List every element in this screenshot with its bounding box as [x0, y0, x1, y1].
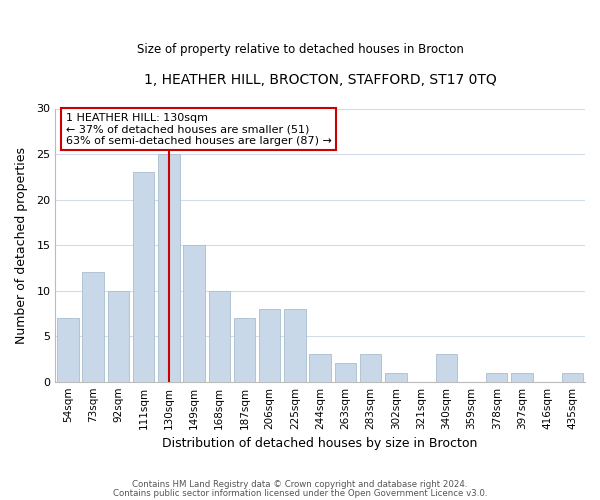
Bar [436, 354, 457, 382]
Bar [259, 309, 280, 382]
Text: Contains HM Land Registry data © Crown copyright and database right 2024.: Contains HM Land Registry data © Crown c… [132, 480, 468, 489]
Bar [82, 272, 104, 382]
Bar [562, 372, 583, 382]
Bar [158, 154, 179, 382]
Bar [385, 372, 407, 382]
Bar [184, 245, 205, 382]
Text: Size of property relative to detached houses in Brocton: Size of property relative to detached ho… [137, 42, 463, 56]
Text: Contains public sector information licensed under the Open Government Licence v3: Contains public sector information licen… [113, 488, 487, 498]
Y-axis label: Number of detached properties: Number of detached properties [15, 146, 28, 344]
Bar [486, 372, 508, 382]
Bar [107, 290, 129, 382]
Text: 1 HEATHER HILL: 130sqm
← 37% of detached houses are smaller (51)
63% of semi-det: 1 HEATHER HILL: 130sqm ← 37% of detached… [66, 112, 332, 146]
Bar [57, 318, 79, 382]
Bar [511, 372, 533, 382]
Bar [234, 318, 255, 382]
X-axis label: Distribution of detached houses by size in Brocton: Distribution of detached houses by size … [163, 437, 478, 450]
Bar [133, 172, 154, 382]
Title: 1, HEATHER HILL, BROCTON, STAFFORD, ST17 0TQ: 1, HEATHER HILL, BROCTON, STAFFORD, ST17… [144, 72, 497, 86]
Bar [335, 364, 356, 382]
Bar [310, 354, 331, 382]
Bar [209, 290, 230, 382]
Bar [360, 354, 382, 382]
Bar [284, 309, 305, 382]
